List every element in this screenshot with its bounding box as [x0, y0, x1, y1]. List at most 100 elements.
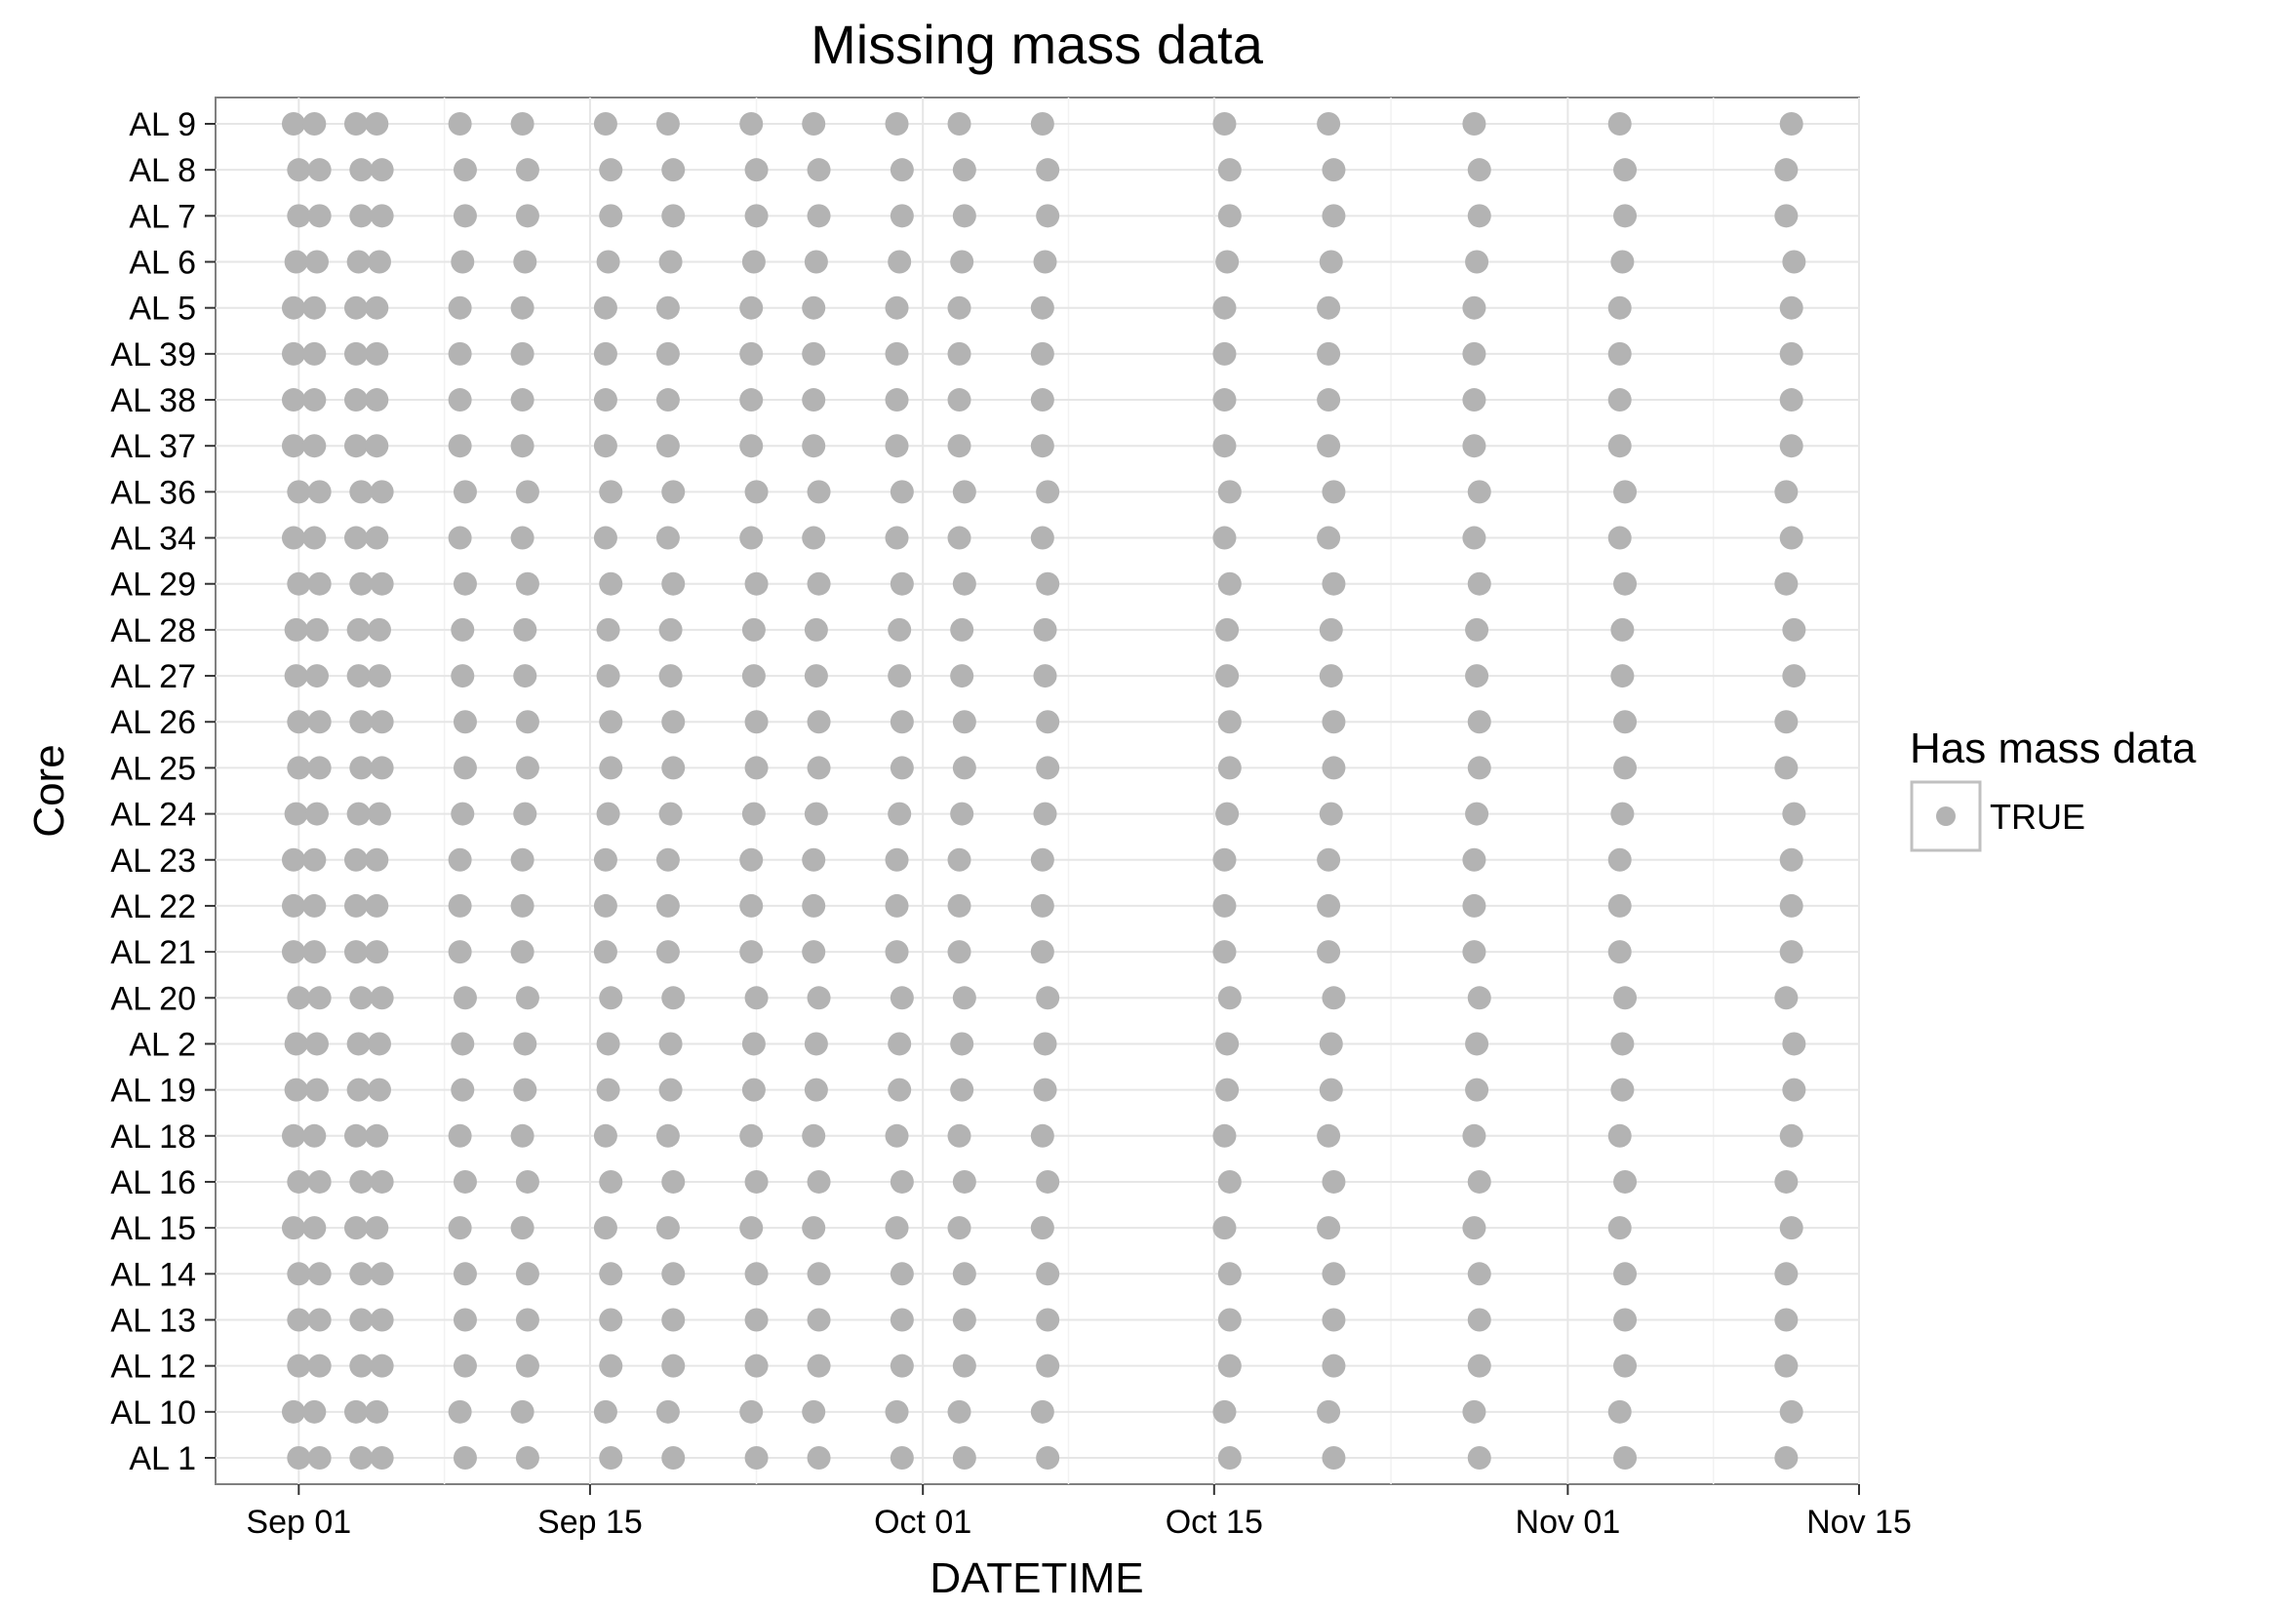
data-point — [1030, 940, 1054, 964]
data-point — [599, 1262, 623, 1286]
data-point — [349, 480, 374, 504]
data-point — [307, 1262, 332, 1286]
data-point — [1467, 1262, 1491, 1286]
data-point — [515, 480, 539, 504]
data-point — [307, 710, 332, 734]
data-point — [1607, 893, 1632, 918]
data-point — [284, 250, 308, 274]
data-point — [947, 295, 971, 320]
data-point — [807, 1262, 831, 1286]
data-point — [596, 1078, 620, 1102]
data-point — [1217, 1446, 1242, 1470]
data-point — [741, 250, 766, 274]
data-point — [807, 986, 831, 1010]
data-point — [302, 847, 327, 872]
data-point — [453, 571, 477, 596]
data-point — [1317, 847, 1341, 872]
data-point — [802, 112, 826, 136]
data-point — [281, 341, 305, 366]
data-point — [513, 664, 537, 688]
data-point — [1212, 526, 1237, 550]
data-point — [448, 434, 472, 458]
data-point — [888, 250, 912, 274]
data-point — [1613, 1308, 1638, 1332]
data-point — [515, 1446, 539, 1470]
legend-entry-label: TRUE — [1990, 797, 2085, 837]
data-point — [515, 1354, 539, 1378]
data-point — [1774, 1262, 1799, 1286]
data-point — [596, 664, 620, 688]
data-point — [593, 1399, 617, 1424]
data-point — [370, 204, 394, 228]
data-point — [739, 1123, 764, 1148]
data-point — [1607, 388, 1632, 412]
data-point — [1467, 1446, 1491, 1470]
data-point — [658, 250, 683, 274]
data-point — [1774, 986, 1799, 1010]
data-point — [346, 1078, 371, 1102]
data-point — [661, 158, 686, 182]
data-point — [804, 1078, 828, 1102]
data-point — [744, 158, 769, 182]
data-point — [1212, 847, 1237, 872]
data-point — [599, 756, 623, 780]
data-point — [281, 526, 305, 550]
data-point — [1036, 480, 1060, 504]
data-point — [599, 1354, 623, 1378]
data-point — [593, 1123, 617, 1148]
data-point — [365, 434, 389, 458]
data-point — [1782, 1078, 1806, 1102]
data-point — [448, 341, 472, 366]
data-point — [593, 434, 617, 458]
data-point — [1317, 1123, 1341, 1148]
data-point — [804, 617, 828, 642]
data-point — [947, 526, 971, 550]
data-point — [658, 1032, 683, 1056]
data-point — [1779, 1216, 1803, 1240]
data-point — [365, 1216, 389, 1240]
data-point — [451, 1078, 475, 1102]
data-point — [510, 893, 534, 918]
data-point — [1322, 986, 1346, 1010]
data-point — [365, 295, 389, 320]
data-point — [744, 1169, 769, 1194]
data-point — [1613, 158, 1638, 182]
data-point — [287, 480, 311, 504]
data-point — [513, 250, 537, 274]
data-point — [302, 893, 327, 918]
data-point — [744, 1262, 769, 1286]
data-point — [596, 617, 620, 642]
data-point — [349, 1446, 374, 1470]
legend-title: Has mass data — [1910, 725, 2197, 772]
data-point — [655, 526, 680, 550]
data-point — [1322, 158, 1346, 182]
data-point — [1217, 1262, 1242, 1286]
data-point — [1779, 940, 1803, 964]
data-point — [346, 250, 371, 274]
data-point — [281, 940, 305, 964]
data-point — [453, 1169, 477, 1194]
data-point — [1212, 295, 1237, 320]
data-point — [890, 480, 914, 504]
data-point — [370, 986, 394, 1010]
data-point — [1462, 847, 1486, 872]
data-point — [1613, 986, 1638, 1010]
data-point — [453, 756, 477, 780]
x-tick-label: Nov 01 — [1516, 1504, 1621, 1541]
data-point — [1030, 434, 1054, 458]
data-point — [950, 1032, 974, 1056]
data-point — [1774, 571, 1799, 596]
data-point — [281, 388, 305, 412]
data-point — [343, 847, 368, 872]
data-point — [888, 802, 912, 826]
data-point — [890, 571, 914, 596]
data-point — [343, 940, 368, 964]
data-point — [658, 1078, 683, 1102]
data-point — [349, 158, 374, 182]
data-point — [1610, 802, 1635, 826]
data-point — [1317, 940, 1341, 964]
data-point — [885, 434, 909, 458]
data-point — [807, 1446, 831, 1470]
data-point — [1033, 1032, 1057, 1056]
data-point — [655, 847, 680, 872]
